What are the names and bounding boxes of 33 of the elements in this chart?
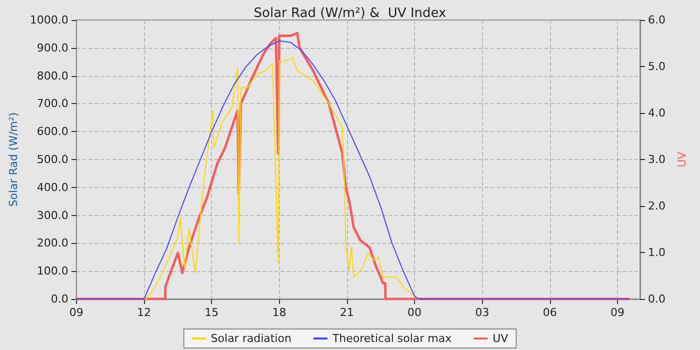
- x-tick-label: 12: [137, 306, 152, 319]
- y-axis-title: Solar Rad (W/m²): [7, 112, 20, 207]
- y-tick-label: 200.0: [36, 236, 68, 250]
- y2-tick-label: 2.0: [648, 200, 666, 212]
- y2-tick-label: 6.0: [648, 14, 666, 26]
- y-tick-label: 800.0: [36, 69, 68, 82]
- y-tick-label: 0.0: [50, 292, 68, 306]
- y-tick-label: 100.0: [36, 264, 68, 278]
- y2-tick-label: 1.0: [648, 246, 666, 259]
- y-tick-label: 700.0: [36, 97, 68, 110]
- y2-tick-label: 5.0: [648, 60, 666, 73]
- chart-title: Solar Rad (W/m²) & UV Index: [254, 6, 447, 21]
- x-tick-label: 06: [542, 306, 557, 319]
- y2-tick-label: 0.0: [648, 292, 666, 306]
- y-tick-label: 900.0: [36, 41, 68, 54]
- x-tick-label: 09: [69, 306, 84, 319]
- x-tick-label: 09: [610, 306, 624, 319]
- legend-label: UV: [492, 332, 509, 345]
- x-tick-label: 03: [475, 306, 490, 319]
- y2-axis-title: UV: [675, 151, 688, 168]
- x-tick-label: 21: [340, 306, 354, 319]
- y-tick-label: 500.0: [36, 153, 68, 166]
- y-tick-label: 400.0: [36, 180, 68, 194]
- x-tick-label: 18: [272, 306, 286, 319]
- y-tick-label: 300.0: [36, 208, 68, 222]
- y-tick-label: 1000.0: [30, 14, 68, 26]
- legend-label: Solar radiation: [210, 332, 292, 345]
- x-tick-label: 15: [204, 306, 219, 319]
- x-tick-label: 00: [408, 306, 422, 319]
- y2-tick-label: 4.0: [648, 106, 666, 120]
- y-tick-label: 600.0: [36, 125, 68, 138]
- legend-label: Theoretical solar max: [331, 332, 452, 345]
- y2-tick-label: 3.0: [648, 153, 666, 166]
